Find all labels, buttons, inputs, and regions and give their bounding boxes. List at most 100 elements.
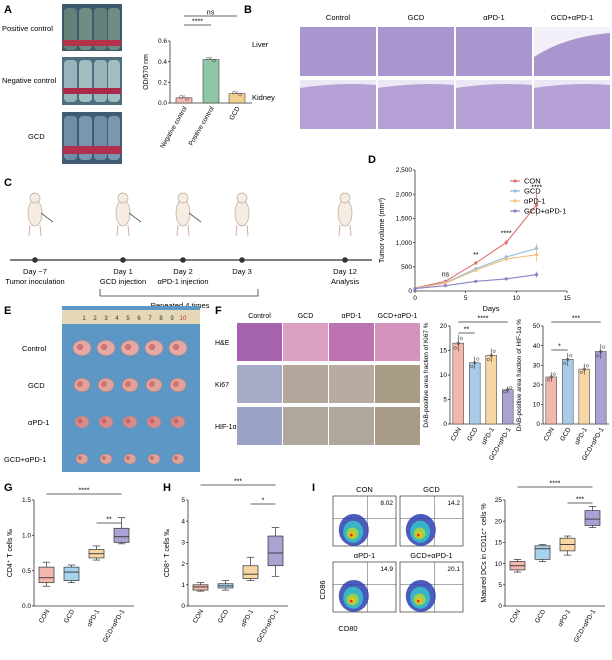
bar bbox=[545, 376, 557, 425]
significance-label: **** bbox=[79, 488, 90, 495]
panel-g-box-chart: 0.0 0.5 1.0 1.5 CD4⁺ T cells ‰ CON GCD αPD-1 GCD… bbox=[7, 488, 134, 644]
data-point bbox=[473, 361, 477, 365]
y-tick-label: 20 bbox=[495, 518, 503, 525]
y-tick-label: 0 bbox=[536, 421, 540, 428]
timeline-event: αPD-1 injection bbox=[157, 277, 208, 286]
x-tick-label: CON bbox=[450, 426, 463, 442]
x-tick-label: GCD bbox=[228, 105, 241, 121]
y-tick-label: 0 bbox=[408, 288, 412, 295]
bar bbox=[202, 59, 220, 104]
ihc-texture bbox=[283, 407, 328, 445]
data-point bbox=[504, 257, 508, 261]
data-point bbox=[579, 370, 583, 374]
data-point bbox=[185, 97, 189, 101]
box bbox=[534, 545, 551, 560]
data-point bbox=[535, 272, 539, 277]
x-tick-label: GCD+αPD-1 bbox=[102, 608, 127, 644]
tumor-spot bbox=[101, 455, 107, 461]
tumor-sample bbox=[123, 453, 137, 465]
data-point bbox=[456, 341, 460, 345]
mouse-icon bbox=[175, 199, 191, 227]
ihc-image bbox=[237, 365, 282, 403]
significance-label: ns bbox=[207, 10, 215, 17]
bar bbox=[578, 368, 590, 425]
panel-letter-b: B bbox=[244, 4, 252, 16]
y-tick-label: 2,000 bbox=[396, 191, 413, 198]
y-tick-label: 1,000 bbox=[396, 240, 413, 247]
data-point bbox=[179, 95, 183, 99]
tumor-spot bbox=[172, 343, 180, 351]
data-point bbox=[566, 357, 570, 361]
flow-value: 14.2 bbox=[447, 500, 460, 507]
ihc-image bbox=[283, 365, 328, 403]
repeat-label: Repeated 4 times bbox=[151, 301, 210, 310]
data-point bbox=[459, 336, 463, 340]
x-tick-label: Negative control bbox=[159, 105, 189, 150]
panel-h-box-chart: 0 1 2 3 4 5 CD8⁺ T cells ‰ CON GCD αPD-1 GCD+αPD-1… bbox=[164, 479, 288, 644]
column-label: αPD-1 bbox=[342, 313, 362, 320]
tumor-sample bbox=[99, 453, 113, 465]
mouse-leg-icon bbox=[246, 224, 249, 237]
y-axis-label: CD8⁺ T cells ‰ bbox=[164, 529, 171, 578]
y-tick-label: 10 bbox=[440, 372, 448, 379]
mouse-leg-icon bbox=[349, 224, 352, 237]
box bbox=[192, 584, 209, 591]
y-tick-label: 1 bbox=[181, 582, 185, 589]
column-label: GCD+αPD-1 bbox=[378, 313, 418, 320]
tumor-spot bbox=[101, 418, 107, 424]
data-point bbox=[582, 367, 586, 371]
column-label: Control bbox=[248, 313, 271, 320]
bar bbox=[595, 351, 607, 425]
ihc-texture bbox=[329, 365, 374, 403]
x-tick-label: αPD-1 bbox=[240, 608, 256, 628]
x-tick-label: 5 bbox=[464, 295, 468, 302]
y-tick-label: 30 bbox=[533, 362, 541, 369]
data-point bbox=[453, 346, 457, 350]
panel-letter-d: D bbox=[368, 154, 376, 166]
data-point bbox=[492, 349, 496, 353]
flow-value: 8.02 bbox=[380, 500, 393, 507]
data-point bbox=[238, 93, 242, 97]
x-tick-label: Positive control bbox=[188, 105, 216, 147]
x-tick-label: CON bbox=[543, 426, 556, 442]
timeline-dot bbox=[180, 257, 186, 263]
y-tick-label: 1.0 bbox=[22, 533, 31, 540]
x-tick-label: GCD bbox=[217, 608, 230, 624]
ruler-number: 3 bbox=[104, 316, 108, 322]
panel-letter-a: A bbox=[4, 4, 12, 16]
histology-texture bbox=[300, 80, 376, 129]
column-label: αPD-1 bbox=[483, 13, 504, 22]
histology-texture bbox=[456, 80, 532, 129]
flow-y-label: CD86 bbox=[318, 580, 327, 599]
timeline-dot bbox=[120, 257, 126, 263]
x-tick-label: αPD-1 bbox=[481, 426, 497, 446]
row-label: H&E bbox=[215, 340, 230, 347]
box bbox=[63, 566, 80, 581]
column-label: GCD bbox=[298, 313, 314, 320]
ihc-texture bbox=[237, 407, 282, 445]
syringe-icon bbox=[40, 212, 54, 223]
data-point bbox=[232, 91, 236, 95]
x-tick-label: 0 bbox=[413, 295, 417, 302]
ihc-texture bbox=[237, 323, 282, 361]
box bbox=[113, 527, 130, 543]
tumor-spot bbox=[149, 418, 155, 424]
panel-b-histology: Control GCD αPD-1 GCD+αPD-1 Liver Kidney bbox=[252, 13, 610, 129]
tumor-spot bbox=[124, 343, 132, 351]
row-label: GCD bbox=[28, 381, 45, 390]
y-axis-label: DAB-positive area fraction of HIF-1α % bbox=[516, 319, 523, 431]
legend-marker bbox=[513, 189, 517, 193]
timeline-dot bbox=[239, 257, 245, 263]
x-tick-label: αPD-1 bbox=[574, 426, 590, 446]
timeline-event: GCD injection bbox=[100, 277, 146, 286]
data-point bbox=[486, 357, 490, 362]
legend-marker bbox=[513, 179, 517, 183]
data-point bbox=[585, 364, 589, 368]
tumor-sample bbox=[75, 453, 89, 465]
y-tick-label: 0.4 bbox=[158, 59, 167, 66]
tumor-spot bbox=[173, 455, 179, 461]
data-point bbox=[569, 353, 573, 357]
panel-letter-h: H bbox=[163, 482, 171, 494]
y-tick-label: 50 bbox=[533, 323, 541, 330]
ruler-number: 4 bbox=[115, 316, 119, 322]
